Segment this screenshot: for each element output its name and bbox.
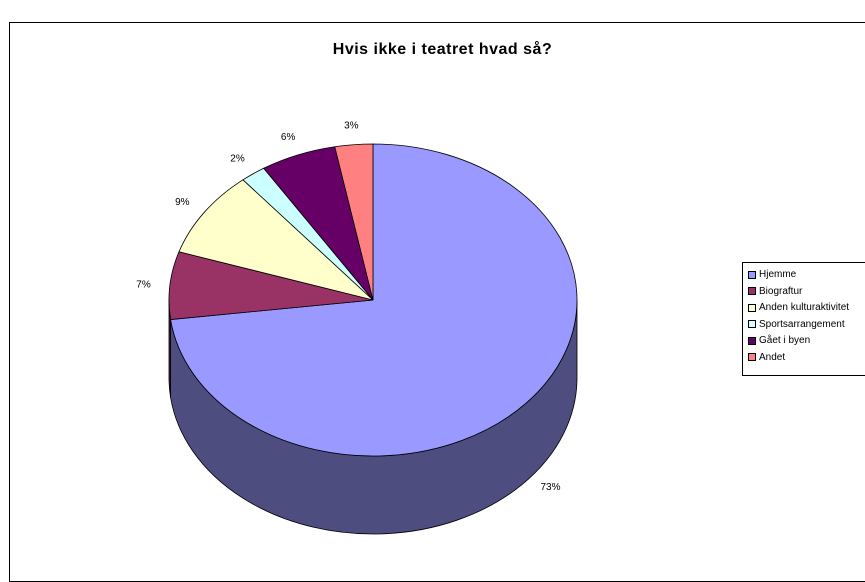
data-label: 6% (281, 132, 296, 143)
legend-swatch (748, 336, 756, 345)
chart-title: Hvis ikke i teatret hvad så? (332, 41, 553, 58)
data-label: 9% (175, 197, 190, 208)
legend-swatch (748, 353, 756, 362)
legend: Hjemme Biograftur Anden kulturaktivitet … (742, 262, 865, 376)
pie-chart: 73% 7% 9% 2% 6% 3% (136, 121, 578, 535)
data-label: 7% (136, 279, 151, 290)
legend-item: Andet (743, 350, 865, 366)
legend-item: Anden kulturaktivitet (743, 300, 865, 316)
legend-item: Gået i byen (743, 333, 865, 349)
legend-label: Biograftur (759, 285, 803, 297)
legend-swatch (748, 320, 756, 329)
legend-label: Hjemme (759, 269, 797, 281)
data-label: 2% (230, 153, 245, 164)
pie-slice (170, 143, 578, 457)
legend-label: Gået i byen (759, 335, 811, 347)
legend-label: Andet (759, 351, 786, 363)
legend-item: Biograftur (743, 284, 865, 300)
pie-slice (334, 143, 374, 301)
legend-label: Sportsarrangement (759, 318, 845, 330)
legend-swatch (748, 303, 756, 312)
chart-area: Hvis ikke i teatret hvad så? 73% 7% 9% 2% 6%… (9, 22, 865, 582)
legend-swatch (748, 270, 756, 279)
pie-slice (178, 179, 374, 301)
legend-item: Sportsarrangement (743, 317, 865, 333)
data-label: 73% (540, 482, 560, 493)
legend-item: Hjemme (743, 267, 865, 283)
legend-label: Anden kulturaktivitet (759, 302, 850, 314)
data-label: 3% (344, 121, 359, 132)
legend-swatch (748, 287, 756, 296)
